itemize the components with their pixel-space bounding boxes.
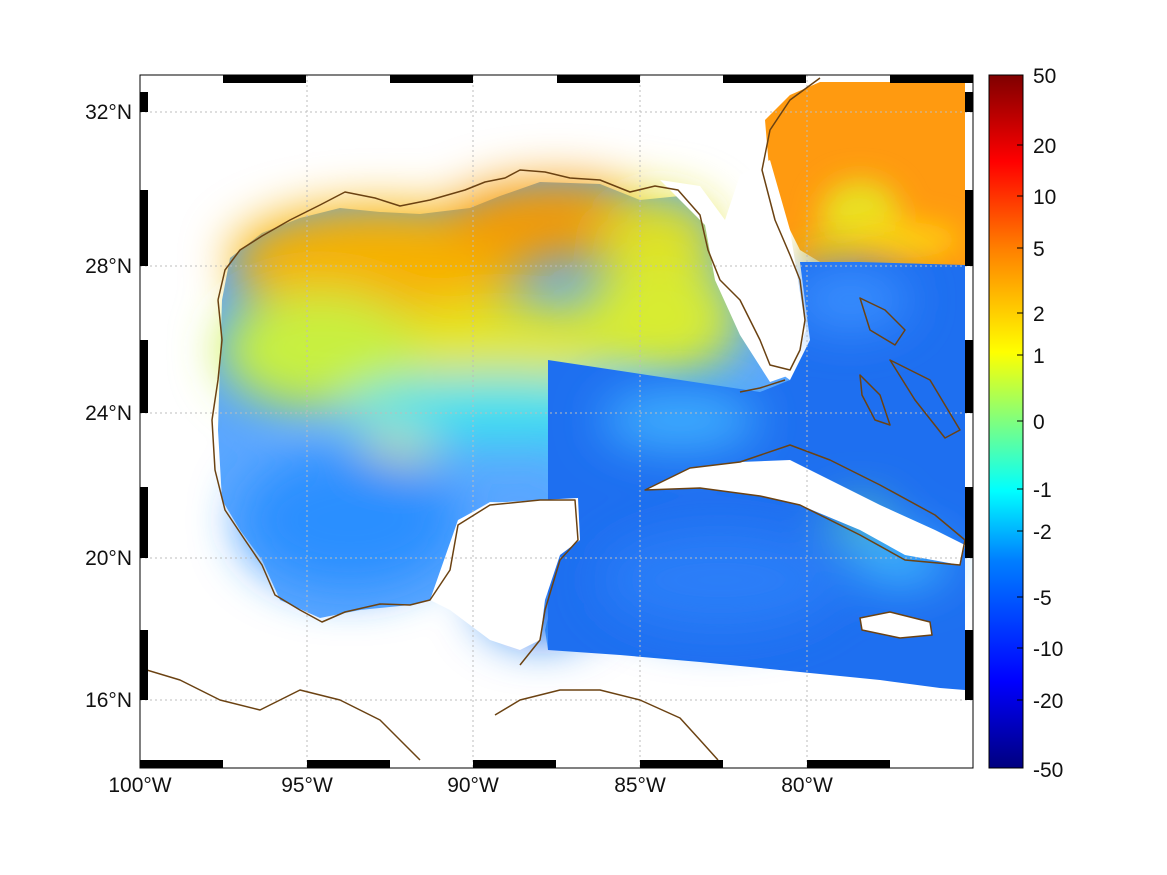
colorbar-label: -50 xyxy=(1033,759,1063,782)
colorbar-label: 5 xyxy=(1033,238,1045,261)
colorbar-label: 1 xyxy=(1033,345,1045,368)
lon-label: 80°W xyxy=(781,774,833,797)
lat-label: 28°N xyxy=(85,255,132,278)
central-america-coastline xyxy=(140,667,421,761)
colorbar-label: 0 xyxy=(1033,411,1045,434)
mexico-west-coastline xyxy=(211,299,579,666)
florida-land xyxy=(660,160,806,382)
colorbar-label: -2 xyxy=(1033,521,1052,544)
lon-label: 95°W xyxy=(281,774,333,797)
land-mask xyxy=(430,160,965,650)
frame-dashes-right xyxy=(965,92,973,700)
colorbar-label: -5 xyxy=(1033,587,1052,610)
colorbar-label: -10 xyxy=(1033,638,1063,661)
frame-dashes-left xyxy=(140,92,148,700)
colorbar-ticks xyxy=(1017,144,1023,701)
gulf-coastline xyxy=(217,77,821,371)
coastlines xyxy=(140,77,966,761)
lat-label: 24°N xyxy=(85,402,132,425)
florida-keys-coastline xyxy=(739,379,786,393)
colorbar-label: 50 xyxy=(1033,65,1056,88)
jamaica-coastline xyxy=(859,611,933,639)
latitude-labels: 32°N 28°N 24°N 20°N 16°N xyxy=(85,101,132,712)
colorbar: 50 20 10 5 2 1 0 -1 -2 -5 -10 -20 -50 xyxy=(988,65,1063,782)
bahamas-coastline xyxy=(859,297,961,439)
graticule xyxy=(140,75,973,768)
map-area xyxy=(140,75,973,768)
atlantic-data-field xyxy=(765,82,965,268)
atlantic-anomaly-blobs xyxy=(800,180,960,268)
colorbar-label: 10 xyxy=(1033,186,1056,209)
longitude-labels: 100°W 95°W 90°W 85°W 80°W xyxy=(108,774,833,797)
colorbar-labels: 50 20 10 5 2 1 0 -1 -2 -5 -10 -20 -50 xyxy=(1033,65,1063,782)
colorbar-label: -20 xyxy=(1033,690,1063,713)
honduras-coastline xyxy=(494,689,719,761)
cuba-land xyxy=(645,460,965,565)
lat-label: 32°N xyxy=(85,101,132,124)
atlantic-base xyxy=(765,82,965,265)
frame-dashes-bottom xyxy=(140,760,890,768)
map-frame xyxy=(139,74,974,769)
colorbar-label: 2 xyxy=(1033,303,1045,326)
lon-label: 100°W xyxy=(108,774,171,797)
lat-label: 20°N xyxy=(85,547,132,570)
lon-label: 85°W xyxy=(614,774,666,797)
colorbar-label: -1 xyxy=(1033,479,1052,502)
colorbar-label: 20 xyxy=(1033,135,1056,158)
yucatan-land xyxy=(430,498,580,650)
lon-label: 90°W xyxy=(447,774,499,797)
lat-label: 16°N xyxy=(85,689,132,712)
frame-dashes-top xyxy=(223,75,973,83)
